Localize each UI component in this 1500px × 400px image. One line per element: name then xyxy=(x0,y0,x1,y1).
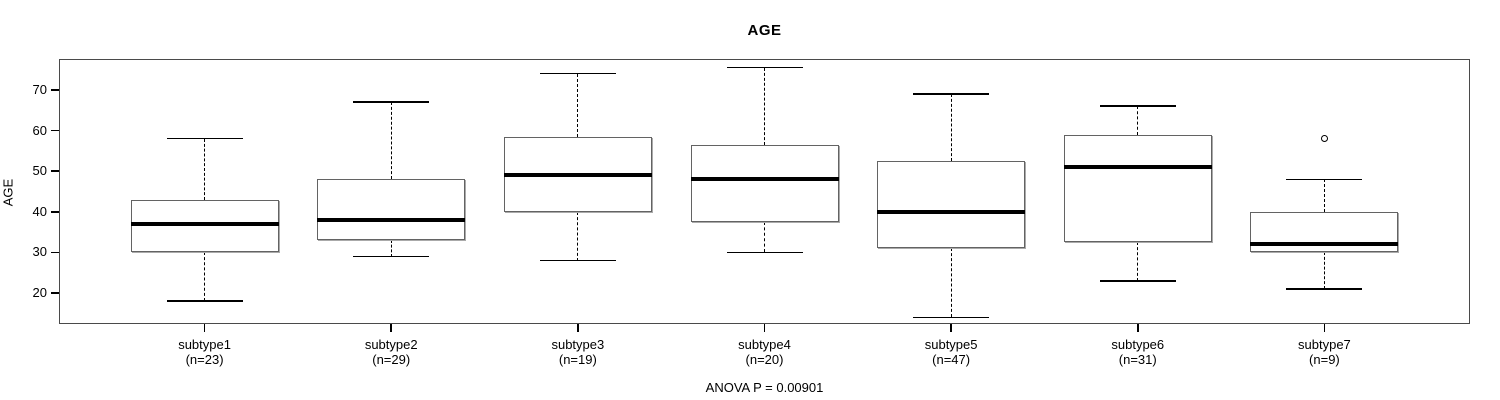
lower-whisker-line xyxy=(577,211,579,261)
lower-whisker-cap xyxy=(726,251,803,254)
median-line xyxy=(503,173,652,178)
category-count: (n=19) xyxy=(558,352,597,367)
y-axis-tick xyxy=(51,292,59,294)
upper-whisker-line xyxy=(1323,179,1325,212)
upper-whisker-cap xyxy=(166,137,243,140)
y-tick-label: 20 xyxy=(32,285,47,301)
median-line xyxy=(1250,242,1399,247)
lower-whisker-line xyxy=(764,221,765,253)
lower-whisker-line xyxy=(1137,242,1139,281)
upper-whisker-line xyxy=(950,93,952,162)
x-axis-tick xyxy=(950,324,952,332)
y-tick-label: 60 xyxy=(32,122,47,138)
lower-whisker-line xyxy=(204,252,206,302)
lower-whisker-cap xyxy=(166,300,243,302)
category-count: (n=47) xyxy=(932,352,971,367)
category-count: (n=20) xyxy=(745,352,784,367)
outlier-point xyxy=(1320,135,1328,143)
x-category-label-subtype2: subtype2 (n=29) xyxy=(301,337,481,367)
category-name: subtype4 xyxy=(738,337,791,352)
iqr-box-subtype1 xyxy=(130,199,279,253)
upper-whisker-cap xyxy=(726,66,803,69)
category-name: subtype1 xyxy=(178,337,231,352)
anova-annotation: ANOVA P = 0.00901 xyxy=(705,380,824,395)
lower-whisker-cap xyxy=(539,259,616,262)
median-line xyxy=(1063,165,1212,170)
category-name: subtype5 xyxy=(924,337,978,352)
x-category-label-subtype6: subtype6 (n=31) xyxy=(1048,337,1228,367)
iqr-box-subtype7 xyxy=(1250,211,1399,253)
category-name: subtype6 xyxy=(1111,337,1165,352)
median-line xyxy=(877,209,1026,214)
y-tick-label: 50 xyxy=(32,163,47,179)
x-axis-tick xyxy=(1323,324,1326,332)
x-axis-tick xyxy=(1137,324,1139,332)
median-line xyxy=(317,217,466,222)
x-axis-tick xyxy=(203,324,206,332)
iqr-box-subtype4 xyxy=(690,144,839,222)
y-axis-label: AGE xyxy=(0,178,16,207)
upper-whisker-cap xyxy=(1286,178,1363,181)
category-count: (n=9) xyxy=(1309,352,1340,367)
x-category-label-subtype5: subtype5 (n=47) xyxy=(861,337,1041,367)
x-axis-tick xyxy=(577,324,579,332)
upper-whisker-line xyxy=(764,67,765,145)
upper-whisker-line xyxy=(204,138,206,200)
iqr-box-subtype5 xyxy=(877,161,1026,249)
lower-whisker-cap xyxy=(353,255,430,258)
x-category-label-subtype1: subtype1 (n=23) xyxy=(115,337,295,367)
chart-title: AGE xyxy=(747,22,782,39)
upper-whisker-cap xyxy=(1099,105,1176,107)
y-axis-tick xyxy=(51,170,59,172)
median-line xyxy=(130,222,279,226)
y-axis-tick xyxy=(51,211,59,213)
y-axis-tick xyxy=(51,129,59,132)
y-axis-tick xyxy=(51,251,59,254)
x-axis-tick xyxy=(763,324,766,332)
upper-whisker-line xyxy=(390,102,392,180)
x-axis-tick xyxy=(390,324,392,332)
lower-whisker-line xyxy=(390,240,392,257)
lower-whisker-line xyxy=(950,248,952,318)
lower-whisker-line xyxy=(1323,252,1325,290)
x-category-label-subtype7: subtype7 (n=9) xyxy=(1234,337,1414,367)
x-category-label-subtype3: subtype3 (n=19) xyxy=(488,337,668,367)
upper-whisker-cap xyxy=(913,93,990,95)
y-tick-label: 40 xyxy=(32,203,47,219)
iqr-box-subtype6 xyxy=(1063,134,1212,243)
iqr-box-subtype2 xyxy=(317,179,466,241)
category-name: subtype3 xyxy=(551,337,605,352)
median-line xyxy=(690,177,839,182)
upper-whisker-line xyxy=(577,73,579,137)
y-tick-label: 30 xyxy=(32,244,47,260)
category-count: (n=31) xyxy=(1118,352,1157,367)
x-category-label-subtype4: subtype4 (n=20) xyxy=(675,337,855,367)
category-name: subtype2 xyxy=(364,337,418,352)
lower-whisker-cap xyxy=(1286,288,1363,290)
category-count: (n=23) xyxy=(185,352,224,367)
category-name: subtype7 xyxy=(1298,337,1351,352)
upper-whisker-cap xyxy=(539,72,616,75)
y-axis-tick xyxy=(51,89,59,91)
lower-whisker-cap xyxy=(913,316,990,319)
upper-whisker-line xyxy=(1137,106,1139,135)
upper-whisker-cap xyxy=(353,101,430,103)
category-count: (n=29) xyxy=(372,352,411,367)
lower-whisker-cap xyxy=(1099,280,1176,282)
y-tick-label: 70 xyxy=(32,81,47,97)
